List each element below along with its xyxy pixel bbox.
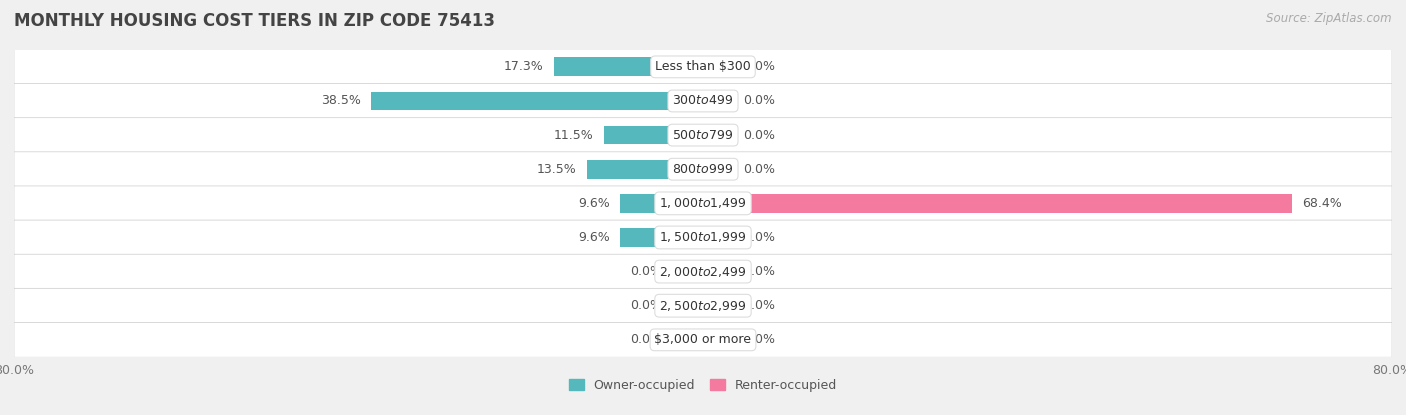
- Text: 0.0%: 0.0%: [744, 60, 776, 73]
- Text: 38.5%: 38.5%: [321, 95, 361, 107]
- Text: 13.5%: 13.5%: [537, 163, 576, 176]
- Text: Less than $300: Less than $300: [655, 60, 751, 73]
- Text: 0.0%: 0.0%: [744, 231, 776, 244]
- Bar: [703, 330, 733, 349]
- Text: $800 to $999: $800 to $999: [672, 163, 734, 176]
- FancyBboxPatch shape: [14, 152, 1392, 187]
- FancyBboxPatch shape: [14, 49, 1392, 84]
- Bar: [673, 296, 703, 315]
- Bar: [371, 92, 703, 110]
- Text: $300 to $499: $300 to $499: [672, 95, 734, 107]
- Text: 0.0%: 0.0%: [744, 299, 776, 312]
- Bar: [620, 194, 703, 213]
- Bar: [703, 160, 733, 178]
- Bar: [605, 126, 703, 144]
- FancyBboxPatch shape: [14, 118, 1392, 152]
- Legend: Owner-occupied, Renter-occupied: Owner-occupied, Renter-occupied: [564, 374, 842, 397]
- Bar: [673, 330, 703, 349]
- Text: 17.3%: 17.3%: [503, 60, 544, 73]
- Text: 0.0%: 0.0%: [630, 333, 662, 347]
- Text: $3,000 or more: $3,000 or more: [655, 333, 751, 347]
- Text: 68.4%: 68.4%: [1302, 197, 1343, 210]
- FancyBboxPatch shape: [14, 220, 1392, 255]
- Text: 0.0%: 0.0%: [630, 265, 662, 278]
- Bar: [703, 92, 733, 110]
- Text: $500 to $799: $500 to $799: [672, 129, 734, 142]
- Text: 9.6%: 9.6%: [578, 231, 610, 244]
- Bar: [586, 160, 703, 178]
- Text: 11.5%: 11.5%: [554, 129, 593, 142]
- Bar: [554, 57, 703, 76]
- FancyBboxPatch shape: [14, 322, 1392, 357]
- Text: 0.0%: 0.0%: [744, 163, 776, 176]
- Text: 9.6%: 9.6%: [578, 197, 610, 210]
- Text: $1,000 to $1,499: $1,000 to $1,499: [659, 196, 747, 210]
- Text: $1,500 to $1,999: $1,500 to $1,999: [659, 230, 747, 244]
- Text: 0.0%: 0.0%: [630, 299, 662, 312]
- Text: 0.0%: 0.0%: [744, 333, 776, 347]
- FancyBboxPatch shape: [14, 186, 1392, 221]
- Bar: [703, 262, 733, 281]
- Text: $2,500 to $2,999: $2,500 to $2,999: [659, 299, 747, 313]
- FancyBboxPatch shape: [14, 83, 1392, 118]
- Text: 0.0%: 0.0%: [744, 95, 776, 107]
- Text: 0.0%: 0.0%: [744, 129, 776, 142]
- Text: Source: ZipAtlas.com: Source: ZipAtlas.com: [1267, 12, 1392, 25]
- Bar: [703, 126, 733, 144]
- Bar: [703, 296, 733, 315]
- Bar: [703, 57, 733, 76]
- Bar: [620, 228, 703, 247]
- FancyBboxPatch shape: [14, 254, 1392, 289]
- FancyBboxPatch shape: [14, 288, 1392, 323]
- Bar: [673, 262, 703, 281]
- Bar: [703, 194, 1292, 213]
- Text: 0.0%: 0.0%: [744, 265, 776, 278]
- Text: $2,000 to $2,499: $2,000 to $2,499: [659, 265, 747, 278]
- Bar: [703, 228, 733, 247]
- Text: MONTHLY HOUSING COST TIERS IN ZIP CODE 75413: MONTHLY HOUSING COST TIERS IN ZIP CODE 7…: [14, 12, 495, 30]
